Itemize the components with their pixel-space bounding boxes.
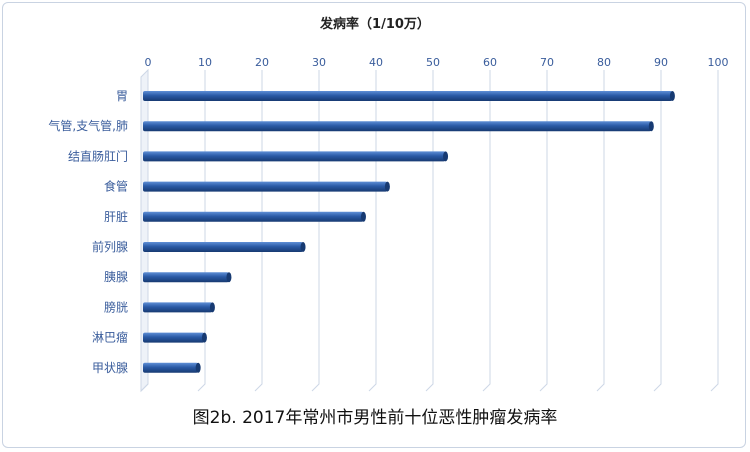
- axis-wall: [140, 68, 149, 393]
- x-tick-label: 30: [312, 56, 326, 69]
- bar: [143, 151, 446, 162]
- bar-end-cap: [443, 151, 449, 162]
- bar-end-cap: [201, 332, 207, 343]
- bar: [143, 302, 213, 313]
- bar: [143, 121, 652, 132]
- category-label: 前列腺: [92, 239, 128, 254]
- x-tick-label: 20: [255, 56, 269, 69]
- bar-end-cap: [209, 302, 215, 313]
- bar-end-cap: [195, 362, 201, 373]
- category-label: 结直肠肛门: [68, 148, 128, 163]
- bar: [143, 332, 205, 343]
- category-label: 胰腺: [104, 270, 128, 284]
- gridline: [254, 70, 263, 392]
- gridline: [596, 70, 605, 392]
- category-label: 食管: [104, 179, 128, 194]
- gridline: [539, 70, 548, 392]
- category-label: 肝脏: [104, 209, 128, 224]
- gridline: [653, 70, 662, 392]
- gridline: [140, 70, 149, 392]
- bar: [143, 242, 304, 252]
- bar-end-cap: [669, 91, 675, 101]
- bar: [143, 272, 229, 283]
- gridline: [197, 70, 206, 392]
- category-label: 淋巴瘤: [92, 330, 128, 345]
- x-tick-label: 0: [145, 56, 152, 69]
- x-tick-label: 60: [483, 56, 497, 69]
- bar-end-cap: [360, 211, 366, 222]
- gridline: [368, 70, 377, 392]
- category-label: 气管,支气管,肺: [48, 118, 128, 133]
- x-tick-label: 80: [597, 56, 611, 69]
- bar-end-cap: [384, 181, 390, 192]
- bar-end-cap: [300, 242, 306, 252]
- bar-end-cap: [648, 121, 654, 132]
- gridline: [710, 70, 719, 392]
- x-tick-label: 10: [198, 56, 212, 69]
- bar: [143, 362, 199, 373]
- x-tick-label: 90: [654, 56, 668, 69]
- gridline: [482, 70, 491, 392]
- chart-caption: 图2b. 2017年常州市男性前十位恶性肿瘤发病率: [192, 408, 558, 428]
- axis-title: 发病率（1/10万）: [320, 17, 430, 32]
- bar: [143, 91, 673, 101]
- x-tick-label: 100: [708, 56, 729, 69]
- gridline: [311, 70, 320, 392]
- bar: [143, 211, 364, 222]
- x-tick-label: 70: [540, 56, 554, 69]
- category-label: 甲状腺: [92, 361, 128, 375]
- x-tick-label: 50: [426, 56, 440, 69]
- category-label: 膀胱: [104, 299, 128, 314]
- bar-end-cap: [226, 272, 232, 283]
- bar: [143, 181, 388, 192]
- chart-frame: [2, 2, 746, 448]
- gridline: [425, 70, 434, 392]
- x-tick-label: 40: [369, 56, 383, 69]
- category-label: 胃: [116, 89, 128, 103]
